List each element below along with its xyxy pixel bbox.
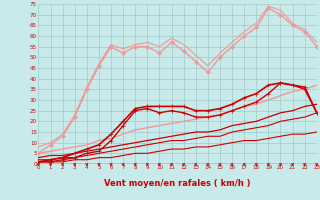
X-axis label: Vent moyen/en rafales ( km/h ): Vent moyen/en rafales ( km/h ) bbox=[104, 179, 251, 188]
